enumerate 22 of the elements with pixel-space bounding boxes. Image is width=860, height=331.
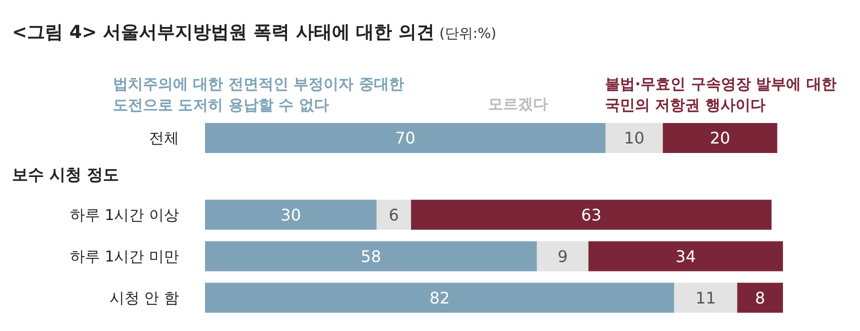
- data-label: 10: [624, 128, 644, 148]
- y-tick-label: 전체: [149, 129, 180, 148]
- data-label: 30: [280, 205, 302, 224]
- data-label: 63: [581, 205, 602, 224]
- y-tick-label: 하루 1시간 미만: [70, 247, 180, 266]
- data-label: 6: [388, 205, 399, 224]
- text: 보수 시청 정도: [12, 164, 120, 186]
- text: 모르겠다: [488, 94, 549, 115]
- chart-subtitle: (단위:%): [439, 26, 496, 42]
- data-label: 58: [360, 246, 382, 266]
- data-label: 70: [395, 128, 416, 148]
- data-label: 8: [755, 288, 766, 308]
- data-label: 20: [710, 128, 730, 148]
- data-label: 82: [429, 288, 450, 308]
- series-label: 불법·무효인 구속영장 발부에 대한 국민의 저항권 행사이다: [605, 74, 838, 116]
- data-label: 11: [696, 288, 716, 308]
- y-tick-label: 하루 1시간 이상: [70, 206, 180, 224]
- series-label: 법치주의에 대한 전면적인 부정이자 중대한 도전으로 도저히 용납할 수 없다: [113, 74, 405, 116]
- y-tick-label: 시청 안 함: [109, 288, 180, 307]
- chart-title: <그림 4> 서울서부지방법원 폭력 사태에 대한 의견: [12, 22, 434, 43]
- data-label: 9: [558, 246, 568, 266]
- data-label: 34: [676, 246, 696, 266]
